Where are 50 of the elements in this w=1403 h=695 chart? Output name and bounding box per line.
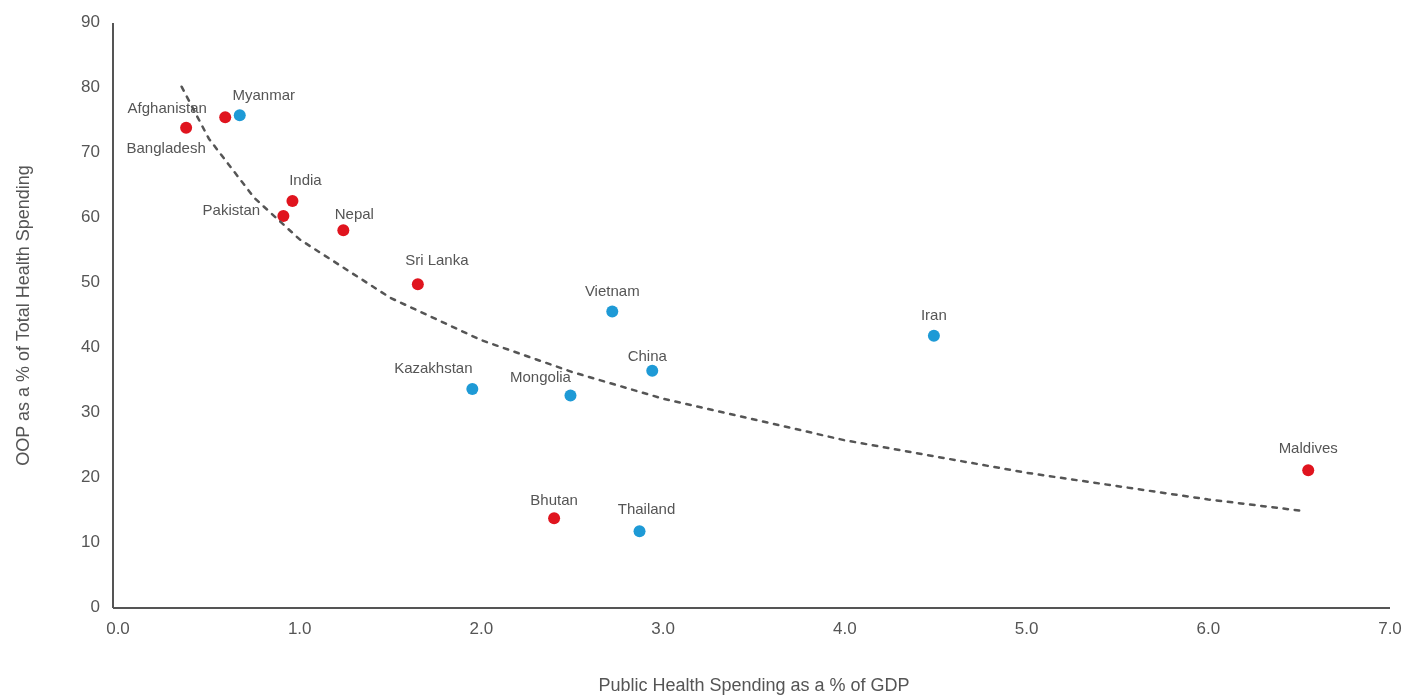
y-tick-label: 80 [81,77,100,97]
y-tick-label: 50 [81,272,100,292]
annotation: India [289,171,323,189]
point [219,111,232,124]
y-tick-label: 60 [81,207,100,227]
y-tick-label: 20 [81,467,100,487]
point [646,364,659,377]
annotation: Afghanistan [127,99,207,117]
y-axis-title: OOP as a % of Total Health Spending [12,165,33,466]
point [633,525,646,538]
point [927,329,940,342]
y-tick-label: 0 [90,597,100,617]
annotation: China [627,346,668,364]
point [286,195,299,208]
point [548,512,561,525]
x-tick-label: 1.0 [287,619,312,638]
x-tick-label: 7.0 [1378,619,1402,638]
annotation: Vietnam [584,281,640,299]
y-tick-label: 10 [81,532,100,552]
x-tick-label: 3.0 [651,619,675,638]
point [606,305,619,318]
point [180,121,193,134]
x-tick-label: 6.0 [1196,619,1221,638]
point [564,389,577,402]
point [1302,464,1315,477]
y-tick-label: 30 [81,402,100,422]
x-tick-label: 2.0 [469,619,494,638]
annotation: Maldives [1278,439,1338,457]
x-axis-title: Public Health Spending as a % of GDP [598,675,910,695]
point [337,224,350,237]
annotation: Sri Lanka [405,251,470,269]
point [411,278,424,291]
annotation: Pakistan [202,201,261,219]
annotation: Kazakhstan [394,358,473,376]
x-tick-label: 0.0 [106,619,130,638]
y-tick-label: 90 [81,12,100,32]
y-tick-label: 70 [81,142,100,162]
y-tick-label: 40 [81,337,100,357]
annotation: Bangladesh [126,138,206,156]
point [233,109,246,122]
annotation: Mongolia [510,368,572,386]
annotation: Bhutan [530,491,578,509]
annotation: Thailand [617,500,676,518]
point [466,382,479,395]
x-tick-label: 5.0 [1014,619,1039,638]
x-tick-label: 4.0 [833,619,857,638]
annotation: Myanmar [232,86,296,104]
annotation: Nepal [334,205,374,223]
annotation: Iran [920,305,947,323]
point [277,210,290,223]
